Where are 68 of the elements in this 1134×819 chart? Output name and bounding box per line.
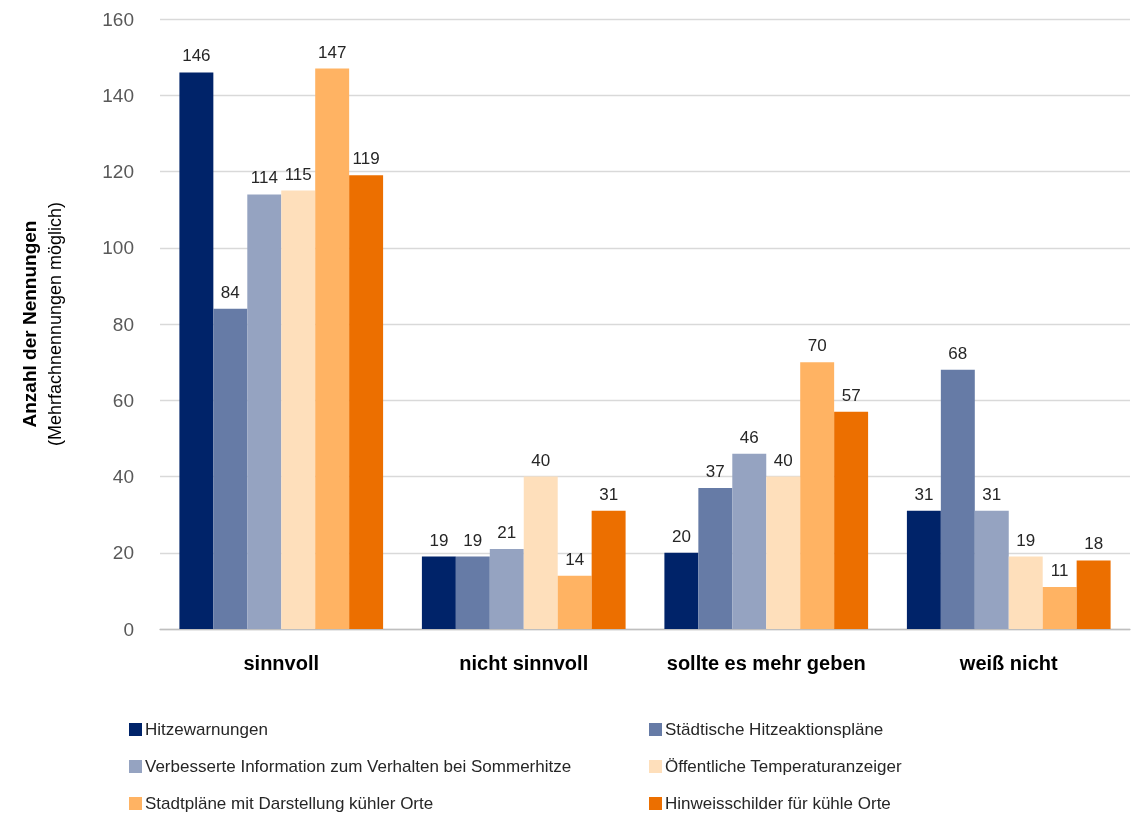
legend-label: Stadtpläne mit Darstellung kühler Orte — [145, 794, 434, 813]
data-label: 21 — [497, 522, 517, 542]
y-tick-label: 160 — [102, 8, 134, 30]
y-tick-label: 80 — [112, 313, 134, 335]
data-label: 31 — [982, 484, 1002, 504]
data-label: 31 — [914, 484, 934, 504]
y-tick-label: 0 — [123, 618, 134, 640]
data-label: 18 — [1084, 534, 1104, 554]
bar — [179, 72, 214, 629]
data-label: 68 — [948, 343, 968, 363]
data-label: 20 — [671, 526, 691, 546]
data-label: 19 — [429, 530, 449, 550]
bar — [523, 476, 558, 629]
bar — [349, 175, 384, 629]
bar — [732, 453, 767, 629]
data-label: 115 — [284, 164, 312, 184]
y-tick-label: 140 — [102, 84, 134, 106]
y-tick-label: 60 — [112, 389, 134, 411]
x-tick-label: sollte es mehr geben — [666, 652, 866, 674]
bar — [1008, 556, 1043, 629]
bar — [940, 369, 975, 629]
x-tick-label: nicht sinnvoll — [459, 652, 589, 674]
data-label: 114 — [250, 168, 278, 188]
bar — [315, 68, 350, 629]
data-label: 31 — [599, 484, 619, 504]
y-tick-label: 120 — [102, 161, 134, 182]
legend-label: Verbesserte Information zum Verhalten bei Sommerhitze — [145, 757, 572, 776]
x-tick-label: weiß nicht — [958, 652, 1058, 674]
legend-label: Öffentliche Temperaturanzeiger — [665, 757, 902, 776]
bar — [557, 575, 592, 629]
bar — [906, 510, 941, 629]
data-label: 19 — [1016, 530, 1036, 550]
bar — [247, 194, 282, 629]
bar — [213, 308, 248, 629]
legend-label: Hitzewarnungen — [145, 720, 268, 739]
data-label: 146 — [182, 46, 211, 66]
bar — [489, 548, 524, 629]
data-label: 119 — [352, 149, 380, 169]
data-label: 46 — [739, 427, 759, 447]
bar — [421, 556, 456, 629]
data-label: 84 — [220, 282, 240, 302]
bar — [1076, 560, 1111, 629]
data-label: 14 — [565, 549, 585, 569]
bar — [664, 552, 699, 629]
data-label: 40 — [773, 450, 793, 470]
legend-label: Hinweisschilder für kühle Orte — [665, 794, 891, 813]
bar — [455, 556, 490, 629]
bar — [800, 362, 835, 629]
data-label: 57 — [841, 385, 861, 405]
data-label: 37 — [705, 461, 725, 481]
y-tick-label: 20 — [112, 542, 134, 564]
data-label: 11 — [1050, 561, 1069, 581]
y-axis-title: Anzahl der Nennungen (Mehrfachnennungen möglich) — [18, 201, 65, 447]
bar — [1042, 587, 1077, 629]
bar — [766, 476, 801, 629]
y-tick-label: 100 — [102, 237, 134, 259]
bar — [974, 510, 1009, 629]
x-tick-label: sinnvoll — [243, 652, 320, 674]
data-label: 70 — [807, 336, 827, 356]
legend-label: Städtische Hitzeaktionspläne — [665, 720, 884, 739]
bar — [591, 510, 626, 629]
data-label: 40 — [531, 450, 551, 470]
y-tick-label: 40 — [112, 466, 134, 487]
bar — [834, 411, 869, 629]
data-label: 19 — [463, 530, 483, 550]
bar — [698, 487, 733, 629]
data-label: 147 — [317, 42, 347, 62]
bar — [281, 190, 316, 629]
